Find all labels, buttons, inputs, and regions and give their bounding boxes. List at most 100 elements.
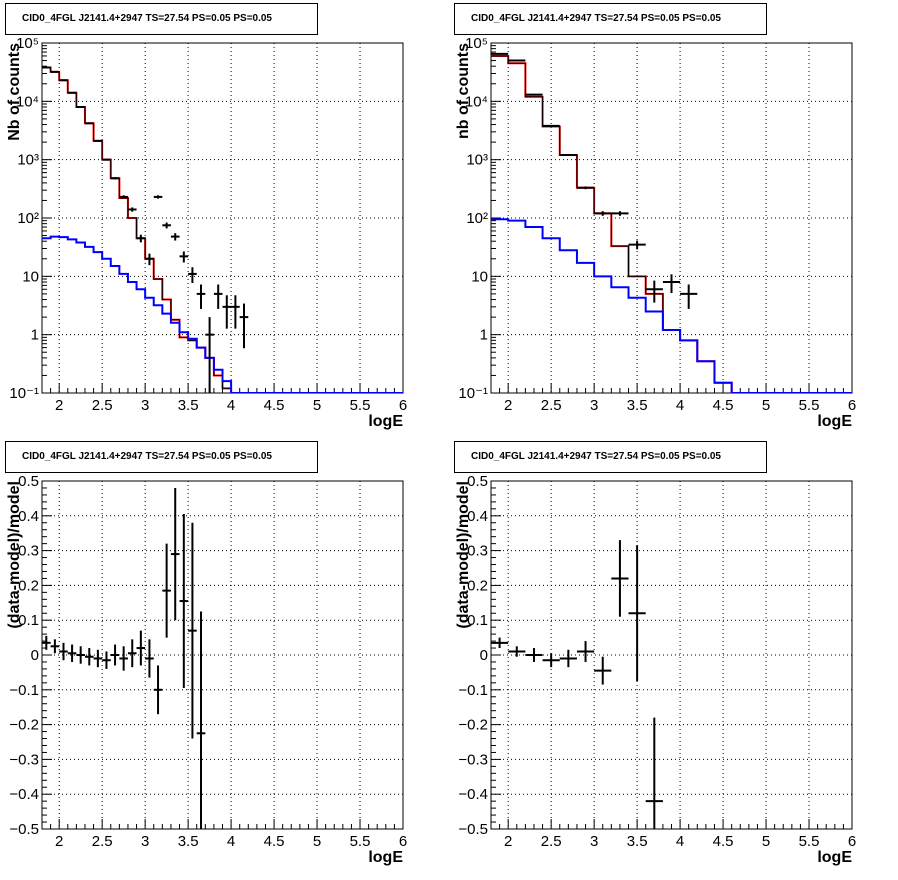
x-tick-label: 4.5	[713, 397, 734, 414]
x-tick-label: 3	[590, 397, 598, 414]
chart-title: CID0_4FGL J2141.4+2947 TS=27.54 PS=0.05 …	[5, 441, 318, 473]
residual-point	[102, 652, 111, 669]
y-tick-label: −0.2	[458, 717, 488, 734]
x-tick-label: 2.5	[92, 397, 113, 414]
residual-point	[611, 540, 628, 617]
data-point	[611, 211, 628, 216]
x-tick-label: 5	[762, 833, 770, 850]
x-tick-label: 3	[141, 397, 149, 414]
x-axis-label: logE	[817, 413, 852, 430]
residual-point	[51, 639, 60, 653]
x-tick-label: 5.5	[799, 833, 820, 850]
residual-point	[180, 514, 189, 688]
data-point	[137, 235, 146, 243]
data-point	[154, 195, 163, 198]
x-tick-label: 2	[55, 833, 63, 850]
residual-point	[137, 631, 146, 666]
residual-point	[188, 523, 197, 739]
residual-point	[629, 545, 646, 681]
residual-point	[577, 641, 594, 662]
x-tick-label: 4	[227, 397, 235, 414]
x-tick-label: 5.5	[350, 397, 371, 414]
data-point	[76, 107, 85, 108]
data-point	[577, 186, 594, 189]
residual-point	[59, 643, 68, 660]
grid	[491, 43, 852, 393]
data-point	[128, 207, 137, 211]
y-tick-label: −0.2	[9, 717, 39, 734]
y-tick-label: −0.4	[458, 786, 488, 803]
residual-point	[68, 645, 77, 662]
histogram-line	[491, 219, 852, 393]
data-point	[629, 241, 646, 250]
y-tick-label: −0.5	[9, 821, 39, 838]
y-tick-label: −0.1	[458, 682, 488, 699]
y-tick-label: 10²	[466, 210, 488, 227]
histogram-line	[42, 237, 403, 393]
residual-point	[646, 718, 663, 875]
plot-area	[491, 54, 852, 393]
x-tick-label: 2	[504, 833, 512, 850]
data-point	[223, 295, 232, 328]
data-point	[197, 285, 206, 309]
y-tick-label: 1	[480, 327, 488, 344]
x-tick-label: 5	[313, 833, 321, 850]
residual-point	[128, 639, 137, 667]
y-tick-label: 10	[471, 268, 488, 285]
y-tick-label: −0.4	[9, 786, 39, 803]
data-point	[94, 140, 103, 141]
y-tick-label: 1	[31, 327, 39, 344]
data-point	[594, 211, 611, 216]
x-tick-label: 4	[227, 833, 235, 850]
x-tick-label: 3.5	[627, 833, 648, 850]
histogram-line	[491, 56, 852, 393]
residual-point	[145, 639, 154, 677]
residual-point	[162, 544, 171, 638]
x-tick-label: 6	[848, 397, 856, 414]
residual-point	[85, 648, 94, 665]
x-tick-label: 4.5	[264, 397, 285, 414]
data-point	[111, 177, 120, 179]
x-tick-label: 3	[590, 833, 598, 850]
residual-point	[154, 665, 163, 714]
x-tick-label: 4	[676, 397, 684, 414]
y-tick-label: 10⁻¹	[9, 385, 39, 402]
data-point	[162, 223, 171, 229]
y-tick-label: −0.5	[458, 821, 488, 838]
residual-point	[560, 650, 577, 667]
y-axis-label: (data-model)/model	[6, 481, 23, 629]
y-tick-label: 10³	[17, 152, 39, 169]
residual-point	[111, 645, 120, 666]
data-point	[85, 123, 94, 124]
x-tick-label: 6	[848, 833, 856, 850]
histogram-line	[491, 56, 852, 393]
residual-point	[197, 612, 206, 856]
x-tick-label: 5.5	[350, 833, 371, 850]
chart-title: CID0_4FGL J2141.4+2947 TS=27.54 PS=0.05 …	[454, 3, 767, 35]
x-tick-label: 3.5	[178, 833, 199, 850]
y-tick-label: 0	[480, 647, 488, 664]
x-tick-label: 2	[504, 397, 512, 414]
grid	[42, 43, 403, 393]
y-axis-label: (data-model)/model	[455, 481, 472, 629]
x-tick-label: 3.5	[627, 397, 648, 414]
y-tick-label: 10⁻¹	[458, 385, 488, 402]
chart-title: CID0_4FGL J2141.4+2947 TS=27.54 PS=0.05 …	[454, 441, 767, 473]
data-point	[646, 281, 663, 303]
x-tick-label: 4.5	[264, 833, 285, 850]
x-tick-label: 6	[399, 397, 407, 414]
x-tick-label: 5.5	[799, 397, 820, 414]
data-point	[231, 295, 240, 328]
plot-area	[42, 488, 205, 855]
y-axis-label: nb of counts	[455, 43, 472, 139]
data-point	[214, 285, 223, 309]
residual-point	[94, 650, 103, 667]
residual-point	[594, 657, 611, 685]
chart-title: CID0_4FGL J2141.4+2947 TS=27.54 PS=0.05 …	[5, 3, 318, 35]
data-point	[188, 267, 197, 283]
residual-point	[491, 638, 508, 648]
